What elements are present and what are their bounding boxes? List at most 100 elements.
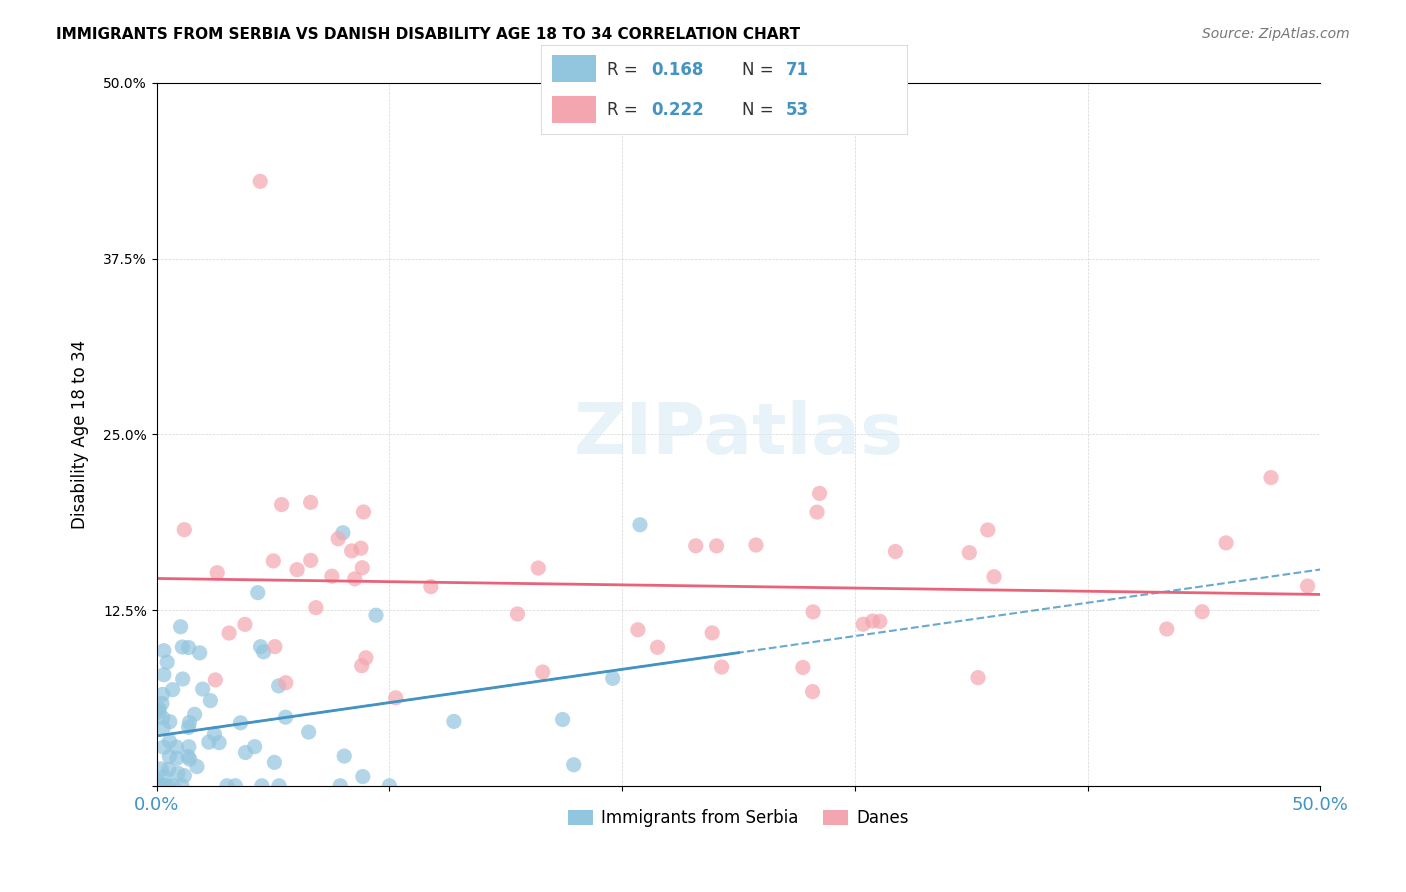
- Immigrants from Serbia: [150, 697, 173, 711]
- Immigrants from Serbia: [329, 779, 352, 793]
- Immigrants from Serbia: [177, 749, 200, 764]
- Danes: [305, 600, 328, 615]
- Immigrants from Serbia: [153, 643, 176, 657]
- Danes: [321, 569, 343, 583]
- Text: ZIPatlas: ZIPatlas: [574, 400, 904, 469]
- Danes: [205, 566, 228, 580]
- Immigrants from Serbia: [150, 762, 173, 776]
- Danes: [506, 607, 529, 621]
- Immigrants from Serbia: [153, 779, 176, 793]
- Immigrants from Serbia: [298, 725, 321, 739]
- Immigrants from Serbia: [166, 751, 188, 765]
- Immigrants from Serbia: [224, 779, 246, 793]
- Danes: [1296, 579, 1319, 593]
- Immigrants from Serbia: [169, 620, 191, 634]
- Immigrants from Serbia: [551, 713, 574, 727]
- Immigrants from Serbia: [152, 687, 174, 701]
- Immigrants from Serbia: [157, 779, 180, 793]
- Danes: [352, 560, 374, 574]
- Danes: [808, 486, 831, 500]
- Danes: [299, 495, 322, 509]
- Danes: [706, 539, 728, 553]
- Danes: [702, 626, 724, 640]
- Immigrants from Serbia: [148, 779, 170, 793]
- Immigrants from Serbia: [198, 735, 221, 749]
- Immigrants from Serbia: [148, 775, 170, 789]
- Danes: [340, 544, 363, 558]
- Immigrants from Serbia: [159, 714, 181, 729]
- Danes: [1260, 470, 1282, 484]
- Immigrants from Serbia: [162, 779, 184, 793]
- Immigrants from Serbia: [157, 762, 180, 776]
- Immigrants from Serbia: [167, 766, 190, 780]
- Immigrants from Serbia: [153, 769, 176, 783]
- Immigrants from Serbia: [602, 672, 624, 686]
- Immigrants from Serbia: [157, 749, 180, 764]
- Danes: [343, 572, 366, 586]
- Immigrants from Serbia: [183, 707, 205, 722]
- Immigrants from Serbia: [156, 655, 179, 669]
- Danes: [862, 614, 884, 628]
- Immigrants from Serbia: [200, 693, 222, 707]
- Immigrants from Serbia: [162, 682, 184, 697]
- Immigrants from Serbia: [333, 749, 356, 764]
- Immigrants from Serbia: [215, 779, 238, 793]
- Danes: [806, 505, 828, 519]
- Immigrants from Serbia: [378, 779, 401, 793]
- Immigrants from Serbia: [263, 756, 285, 770]
- Immigrants from Serbia: [208, 736, 231, 750]
- Immigrants from Serbia: [149, 779, 172, 793]
- Danes: [1156, 622, 1178, 636]
- Immigrants from Serbia: [246, 585, 269, 599]
- Immigrants from Serbia: [170, 779, 193, 793]
- Immigrants from Serbia: [148, 779, 170, 793]
- Danes: [233, 617, 256, 632]
- Danes: [967, 671, 990, 685]
- Immigrants from Serbia: [177, 739, 200, 754]
- Immigrants from Serbia: [152, 711, 174, 725]
- Danes: [685, 539, 707, 553]
- Immigrants from Serbia: [152, 740, 174, 755]
- Immigrants from Serbia: [172, 640, 194, 654]
- Immigrants from Serbia: [252, 645, 274, 659]
- Danes: [869, 615, 891, 629]
- Danes: [384, 690, 406, 705]
- Immigrants from Serbia: [186, 759, 208, 773]
- Danes: [328, 532, 350, 546]
- Danes: [262, 554, 284, 568]
- Danes: [1215, 536, 1237, 550]
- Immigrants from Serbia: [166, 740, 188, 755]
- Legend: Immigrants from Serbia, Danes: Immigrants from Serbia, Danes: [561, 802, 915, 834]
- Immigrants from Serbia: [148, 705, 170, 719]
- Text: 0.222: 0.222: [651, 101, 704, 119]
- Immigrants from Serbia: [249, 640, 271, 654]
- Text: N =: N =: [742, 61, 779, 78]
- Danes: [801, 605, 824, 619]
- Immigrants from Serbia: [229, 715, 252, 730]
- Danes: [264, 640, 287, 654]
- Immigrants from Serbia: [188, 646, 211, 660]
- Danes: [745, 538, 768, 552]
- Immigrants from Serbia: [628, 517, 651, 532]
- Text: N =: N =: [742, 101, 779, 119]
- Danes: [274, 675, 297, 690]
- Immigrants from Serbia: [364, 608, 387, 623]
- Danes: [801, 684, 824, 698]
- Immigrants from Serbia: [267, 779, 290, 793]
- Danes: [285, 563, 308, 577]
- Text: Source: ZipAtlas.com: Source: ZipAtlas.com: [1202, 27, 1350, 41]
- Immigrants from Serbia: [157, 734, 180, 748]
- Immigrants from Serbia: [243, 739, 266, 754]
- Immigrants from Serbia: [235, 746, 257, 760]
- Immigrants from Serbia: [202, 727, 225, 741]
- Text: IMMIGRANTS FROM SERBIA VS DANISH DISABILITY AGE 18 TO 34 CORRELATION CHART: IMMIGRANTS FROM SERBIA VS DANISH DISABIL…: [56, 27, 800, 42]
- Danes: [173, 523, 195, 537]
- Immigrants from Serbia: [177, 720, 200, 734]
- Immigrants from Serbia: [352, 770, 374, 784]
- Danes: [710, 660, 733, 674]
- FancyBboxPatch shape: [553, 96, 596, 123]
- Danes: [270, 498, 292, 512]
- Danes: [419, 580, 441, 594]
- Immigrants from Serbia: [274, 710, 297, 724]
- Danes: [204, 673, 226, 687]
